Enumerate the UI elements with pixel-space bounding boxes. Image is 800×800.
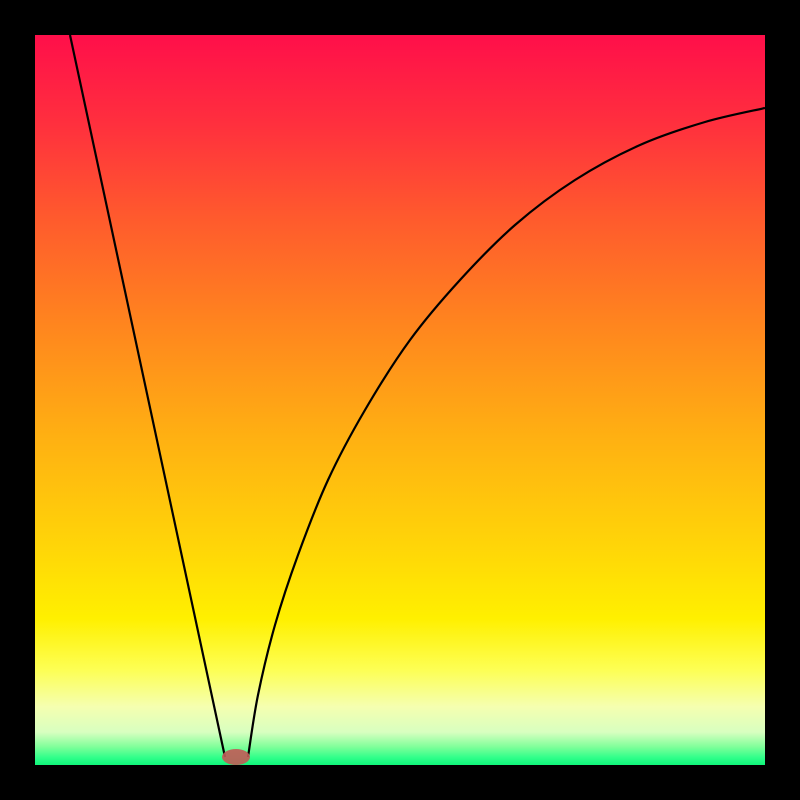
chart-container: TheBottlenecker.com [0, 0, 800, 800]
chart-background [35, 35, 765, 765]
minimum-marker [222, 749, 250, 765]
bottleneck-chart [0, 0, 800, 800]
attribution-label: TheBottlenecker.com [583, 2, 790, 28]
